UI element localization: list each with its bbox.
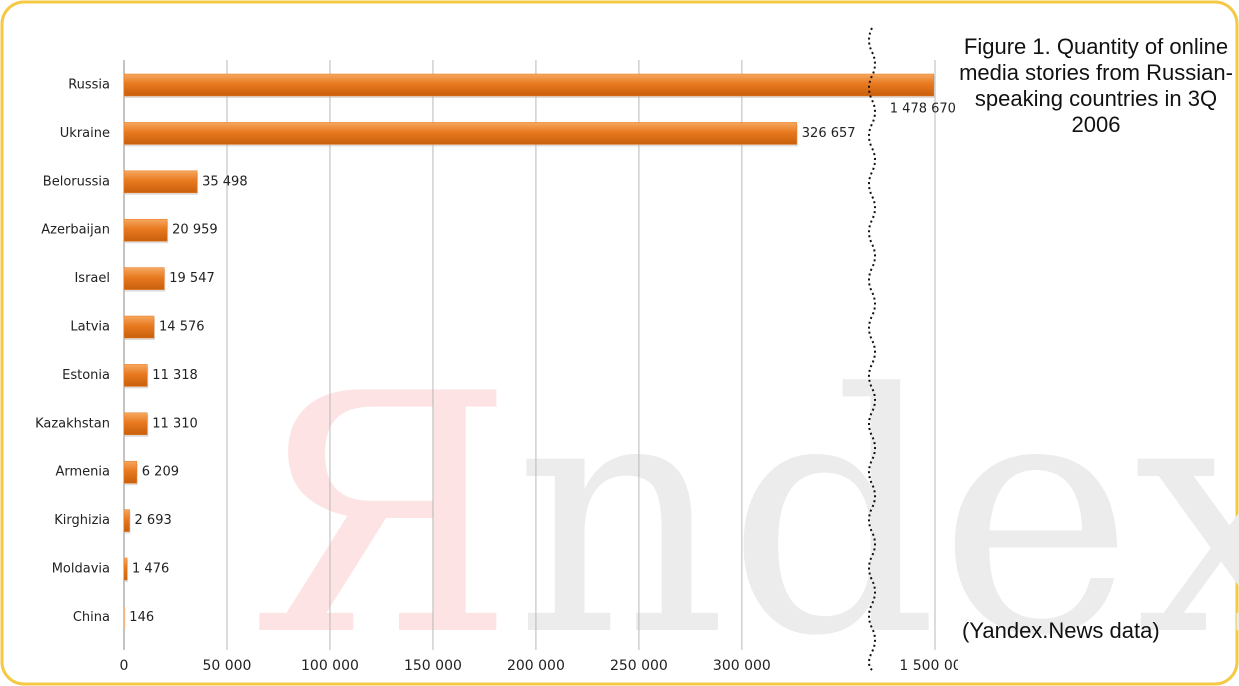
- axis-break: [868, 27, 876, 671]
- bar: [123, 460, 138, 484]
- category-label: Azerbaijan: [41, 223, 110, 238]
- bar: [123, 315, 155, 339]
- value-label: 1 476: [132, 562, 169, 577]
- category-label: Kirghizia: [54, 513, 110, 528]
- x-tick-label: 100 000: [301, 658, 359, 674]
- value-label: 19 547: [169, 271, 215, 286]
- category-label: Moldavia: [52, 562, 110, 577]
- bar: [123, 267, 165, 290]
- bar: [123, 557, 128, 581]
- category-label: Armenia: [56, 465, 111, 480]
- x-tick-label: 250 000: [610, 658, 668, 674]
- value-label: 35 498: [202, 174, 248, 189]
- watermark-text: Яndex: [248, 324, 1239, 686]
- bar: [123, 170, 198, 194]
- bar: [123, 122, 798, 145]
- value-label: 11 310: [152, 416, 198, 431]
- value-label: 2 693: [135, 513, 172, 528]
- bar: [123, 364, 148, 387]
- bar: [123, 73, 935, 97]
- value-label: 20 959: [172, 223, 218, 238]
- category-label: Estonia: [62, 368, 110, 383]
- watermark-part: Я: [248, 324, 515, 686]
- value-label: 14 576: [159, 320, 205, 335]
- category-label: Kazakhstan: [35, 416, 110, 431]
- bar: [123, 218, 168, 242]
- category-label: Belorussia: [43, 174, 110, 189]
- value-label: 6 209: [142, 465, 179, 480]
- category-label: Russia: [68, 78, 110, 93]
- value-label: 146: [129, 610, 154, 625]
- value-label: 326 657: [802, 126, 856, 141]
- watermark-part: ndex: [515, 324, 1239, 686]
- x-tick-label: 200 000: [507, 658, 565, 674]
- category-label: Latvia: [70, 320, 110, 335]
- value-label: 11 318: [152, 368, 198, 383]
- x-tick-label: 0: [120, 658, 129, 674]
- grid: [123, 60, 936, 650]
- watermark: Яndex: [248, 324, 1239, 686]
- x-tick-label: 300 000: [713, 658, 771, 674]
- ticks: 0 50 000 100 000 150 000 200 000 250 000 300 0…: [120, 102, 970, 675]
- category-label: China: [73, 610, 110, 625]
- category-label: Israel: [74, 271, 110, 286]
- bar: [123, 509, 130, 532]
- bar: [123, 412, 148, 436]
- bars: Russia Ukraine Belorussia Azerbaijan Israel L…: [35, 73, 935, 631]
- x-tick-label: 50 000: [202, 658, 251, 674]
- chart-title: Figure 1. Quantity of online media stori…: [959, 34, 1233, 137]
- x-tick-label: 1 500 000: [899, 658, 970, 674]
- x-tick-label: 150 000: [404, 658, 462, 674]
- source-note: (Yandex.News data): [962, 618, 1160, 643]
- value-label: 1 478 670: [890, 102, 956, 117]
- category-label: Ukraine: [60, 126, 110, 141]
